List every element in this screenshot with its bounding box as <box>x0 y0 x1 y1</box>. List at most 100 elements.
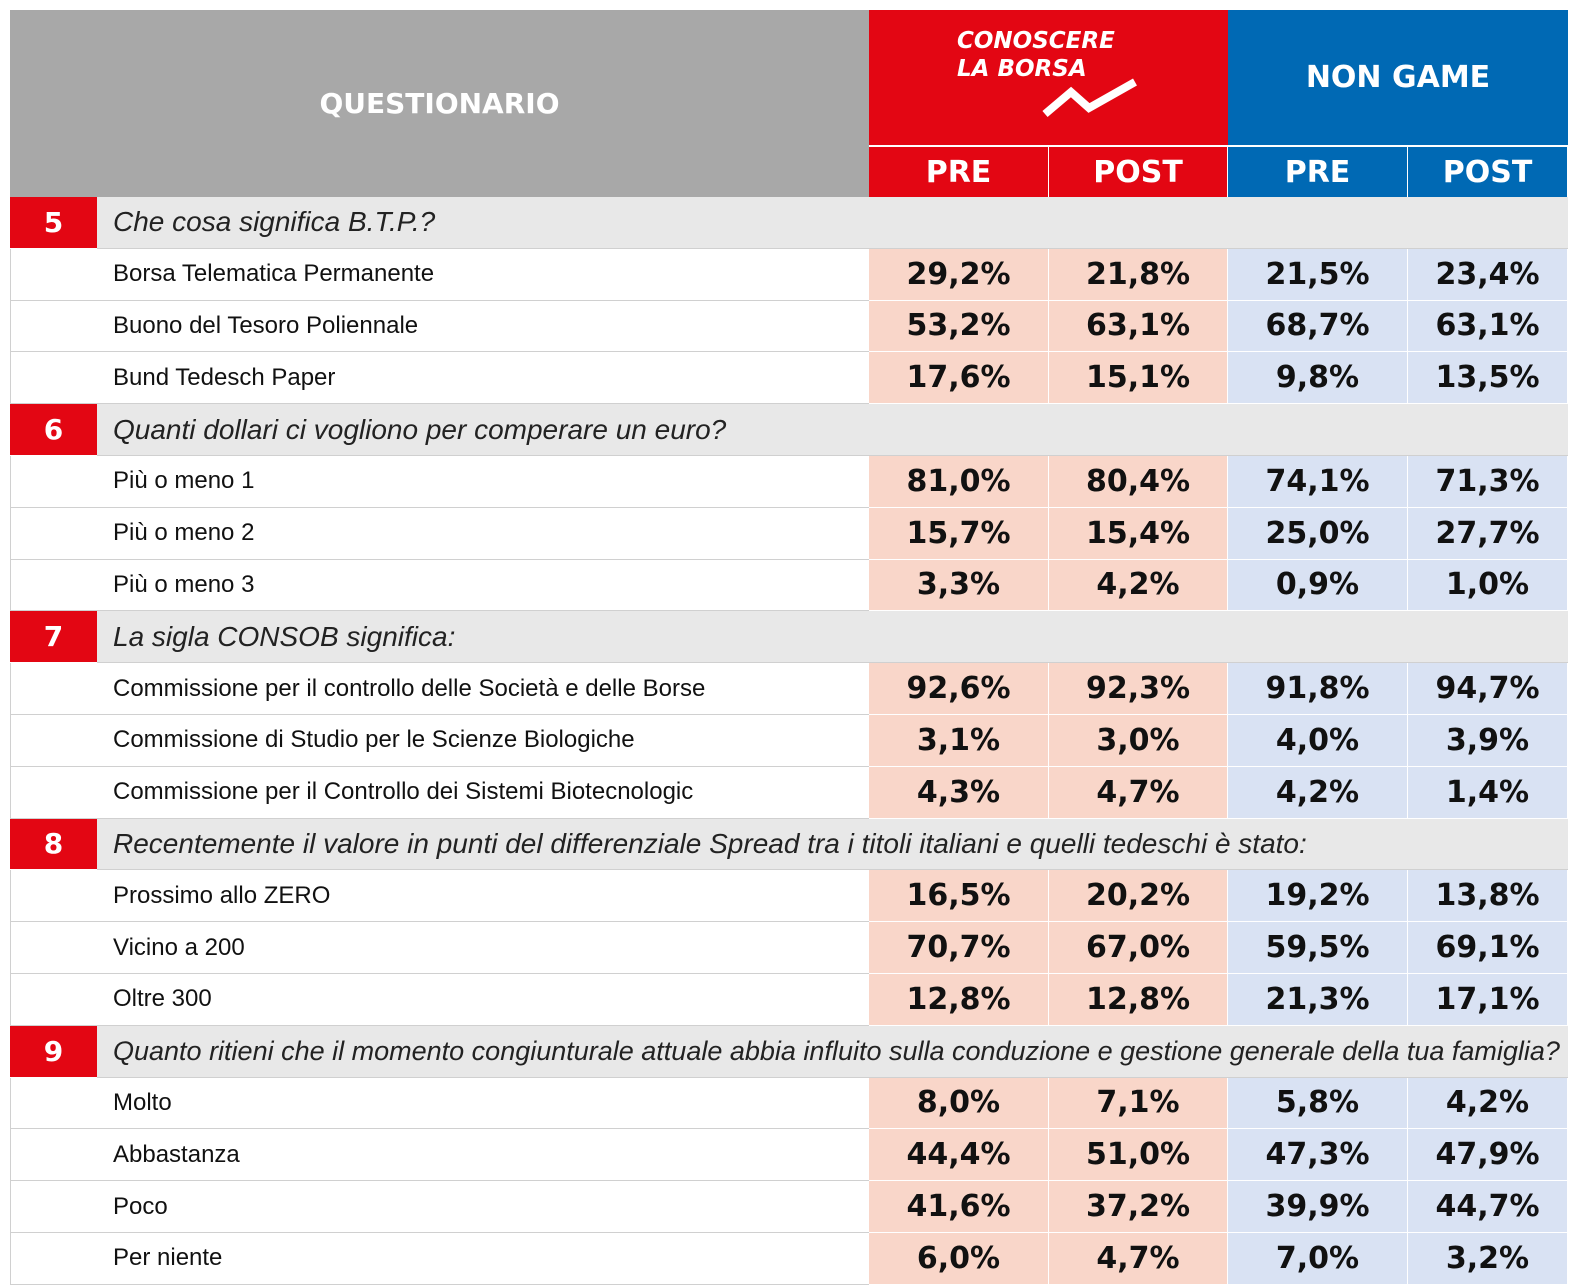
question-text: Quanto ritieni che il momento congiuntur… <box>97 1025 1568 1078</box>
logo-arrow <box>1042 78 1137 118</box>
answer-value: 63,1% <box>1049 300 1228 353</box>
subcolumn-header: PRE <box>869 145 1049 197</box>
answer-value: 3,1% <box>869 715 1049 767</box>
number-cell <box>10 766 98 819</box>
answer-value: 71,3% <box>1408 456 1568 508</box>
answer-value: 4,2% <box>1049 559 1228 612</box>
answer-label: Commissione per il controllo delle Socie… <box>97 663 869 715</box>
answer-label: Borsa Telematica Permanente <box>97 248 869 301</box>
answer-value: 80,4% <box>1049 456 1228 508</box>
answer-value: 29,2% <box>869 248 1049 301</box>
answer-value: 12,8% <box>869 974 1049 1026</box>
question-text: Quanti dollari ci vogliono per comperare… <box>97 404 1568 456</box>
answer-value: 21,3% <box>1228 974 1408 1026</box>
answer-label: Buono del Tesoro Poliennale <box>97 300 869 353</box>
answer-value: 3,9% <box>1408 715 1568 767</box>
answer-label: Più o meno 1 <box>97 456 869 508</box>
answer-value: 91,8% <box>1228 663 1408 715</box>
answer-value: 6,0% <box>869 1233 1049 1285</box>
answer-value: 25,0% <box>1228 507 1408 560</box>
subcolumn-header: PRE <box>1228 145 1408 197</box>
answer-value: 74,1% <box>1228 456 1408 508</box>
answer-value: 21,8% <box>1049 248 1228 301</box>
answer-label: Commissione per il Controllo dei Sistemi… <box>97 766 869 819</box>
answer-value: 12,8% <box>1049 974 1228 1026</box>
answer-label: Più o meno 3 <box>97 559 869 612</box>
number-cell <box>10 715 98 767</box>
answer-value: 3,3% <box>869 559 1049 612</box>
answer-value: 15,7% <box>869 507 1049 560</box>
number-cell <box>10 1129 98 1182</box>
question-number: 8 <box>10 818 97 871</box>
answer-value: 20,2% <box>1049 870 1228 923</box>
answer-value: 27,7% <box>1408 507 1568 560</box>
question-text: Recentemente il valore in punti del diff… <box>97 818 1568 871</box>
number-cell <box>10 507 98 560</box>
answer-value: 15,1% <box>1049 352 1228 405</box>
answer-label: Bund Tedesch Paper <box>97 352 869 405</box>
question-number: 5 <box>10 197 97 249</box>
answer-value: 4,2% <box>1228 766 1408 819</box>
number-cell <box>10 248 98 301</box>
answer-value: 0,9% <box>1228 559 1408 612</box>
number-cell <box>10 663 98 715</box>
question-number: 9 <box>10 1025 97 1078</box>
number-cell <box>10 922 98 974</box>
number-cell <box>10 300 98 353</box>
answer-value: 16,5% <box>869 870 1049 923</box>
answer-value: 9,8% <box>1228 352 1408 405</box>
number-cell <box>10 559 98 612</box>
answer-value: 13,5% <box>1408 352 1568 405</box>
group1-header: CONOSCERE LA BORSA <box>869 10 1228 145</box>
answer-value: 51,0% <box>1049 1129 1228 1182</box>
answer-label: Più o meno 2 <box>97 507 869 560</box>
group1-line: CONOSCERE <box>957 28 1115 54</box>
answer-value: 13,8% <box>1408 870 1568 923</box>
question-number: 6 <box>10 404 97 456</box>
answer-label: Molto <box>97 1077 869 1130</box>
answer-value: 3,0% <box>1049 715 1228 767</box>
answer-value: 63,1% <box>1408 300 1568 353</box>
answer-value: 17,1% <box>1408 974 1568 1026</box>
answer-value: 5,8% <box>1228 1077 1408 1130</box>
answer-value: 4,7% <box>1049 766 1228 819</box>
answer-label: Per niente <box>97 1233 869 1285</box>
answer-value: 94,7% <box>1408 663 1568 715</box>
subcolumn-header: POST <box>1408 145 1568 197</box>
answer-value: 4,3% <box>869 766 1049 819</box>
answer-value: 70,7% <box>869 922 1049 974</box>
answer-value: 37,2% <box>1049 1181 1228 1233</box>
question-text: La sigla CONSOB significa: <box>97 611 1568 664</box>
answer-label: Vicino a 200 <box>97 922 869 974</box>
number-cell <box>10 456 98 508</box>
answer-label: Commissione di Studio per le Scienze Bio… <box>97 715 869 767</box>
answer-value: 15,4% <box>1049 507 1228 560</box>
subcolumn-header: POST <box>1049 145 1228 197</box>
answer-value: 59,5% <box>1228 922 1408 974</box>
number-cell <box>10 1181 98 1233</box>
answer-label: Abbastanza <box>97 1129 869 1182</box>
answer-value: 4,7% <box>1049 1233 1228 1285</box>
answer-value: 23,4% <box>1408 248 1568 301</box>
answer-value: 4,2% <box>1408 1077 1568 1130</box>
group1-line: LA BORSA <box>957 56 1087 82</box>
answer-value: 69,1% <box>1408 922 1568 974</box>
answer-value: 1,0% <box>1408 559 1568 612</box>
answer-value: 47,9% <box>1408 1129 1568 1182</box>
answer-label: Prossimo allo ZERO <box>97 870 869 923</box>
number-cell <box>10 870 98 923</box>
answer-label: Poco <box>97 1181 869 1233</box>
answer-value: 47,3% <box>1228 1129 1408 1182</box>
number-cell <box>10 1233 98 1285</box>
answer-value: 53,2% <box>869 300 1049 353</box>
question-number: 7 <box>10 611 97 664</box>
question-text: Che cosa significa B.T.P.? <box>97 197 1568 249</box>
answer-value: 3,2% <box>1408 1233 1568 1285</box>
answer-value: 17,6% <box>869 352 1049 405</box>
answer-value: 41,6% <box>869 1181 1049 1233</box>
answer-label: Oltre 300 <box>97 974 869 1026</box>
answer-value: 1,4% <box>1408 766 1568 819</box>
answer-value: 44,4% <box>869 1129 1049 1182</box>
answer-value: 81,0% <box>869 456 1049 508</box>
